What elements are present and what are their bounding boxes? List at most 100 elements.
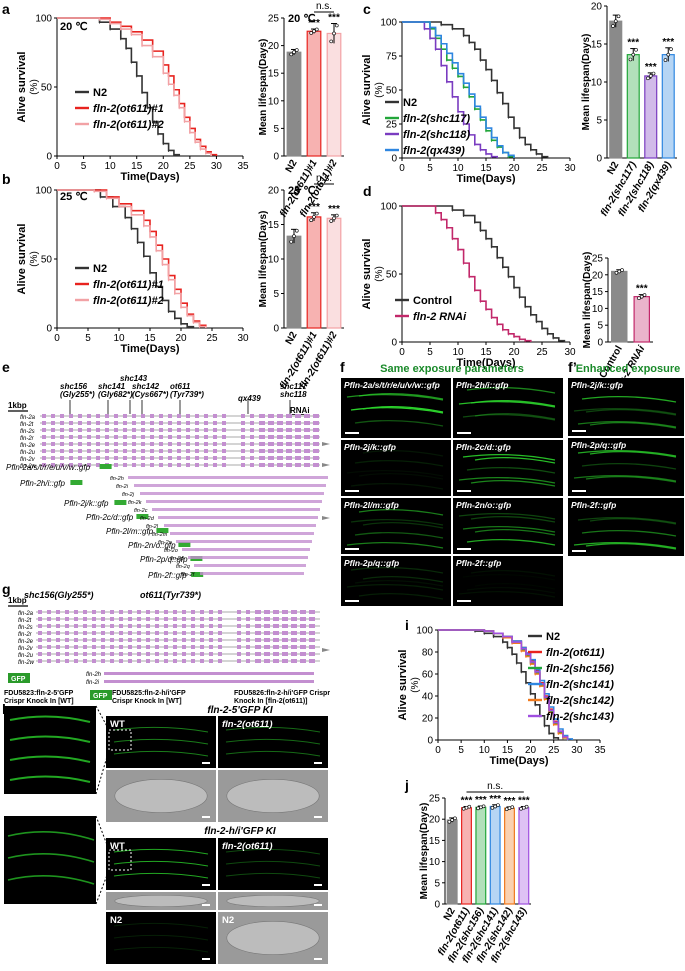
exon [132, 428, 136, 432]
data-point [329, 39, 334, 44]
scale-bar [345, 548, 359, 550]
exon [146, 659, 150, 663]
exon [119, 617, 123, 621]
gfp-signal [225, 860, 321, 867]
exon [168, 449, 172, 453]
exon [241, 414, 245, 418]
y-tick-label: 20 [429, 815, 441, 826]
exon [47, 624, 51, 628]
exon [191, 617, 195, 621]
data-point [450, 818, 454, 822]
gfp-signal [9, 735, 91, 743]
y-tick-label: 0 [46, 152, 52, 163]
exon [191, 659, 195, 663]
exon [300, 645, 306, 649]
gfp-signal [458, 476, 556, 484]
exon [186, 428, 190, 432]
exon [186, 435, 190, 439]
exon [259, 449, 265, 453]
x-tick-label: 5 [85, 333, 91, 344]
micrograph [341, 440, 451, 496]
exon [105, 421, 109, 425]
x-tick-label: 25 [206, 333, 218, 344]
exon [101, 638, 105, 642]
exon [250, 428, 254, 432]
exon [173, 610, 177, 614]
x-axis-title: Time(Days) [456, 357, 515, 369]
isoform-label: fln-2w [20, 464, 37, 470]
exon [295, 421, 301, 425]
exon [186, 449, 190, 453]
exon [150, 435, 154, 439]
exon [295, 463, 301, 467]
y-tick-label: 0 [391, 154, 397, 165]
exon [268, 428, 274, 432]
exon [51, 435, 55, 439]
gfp-signal [474, 412, 556, 420]
series-line-2 [402, 21, 498, 158]
exon [250, 435, 254, 439]
exon [200, 645, 204, 649]
exon [128, 652, 132, 656]
exon [155, 659, 159, 663]
gfp-signal [466, 538, 556, 546]
short-isoform-label: fln-2h [110, 476, 124, 482]
exon [286, 414, 292, 418]
exon [168, 428, 172, 432]
exon [313, 463, 319, 467]
exon [83, 659, 87, 663]
exon [250, 463, 254, 467]
exon [137, 624, 141, 628]
gfp-box [191, 572, 204, 577]
exon [222, 442, 226, 446]
scale-label: 1kbp [8, 596, 27, 605]
legend-label: fln-2(shc141) [546, 679, 614, 691]
chart-d_surv: 0 50 100 0 5 10 15 20 25 30 Time(Days) Alive surviv… [361, 202, 576, 370]
exon [313, 428, 319, 432]
y-axis-title: Mean lifespan(Days) [258, 211, 269, 308]
gfp-signal [358, 392, 444, 400]
exon [309, 631, 315, 635]
exon [78, 435, 82, 439]
exon [222, 421, 226, 425]
gfp-signal [358, 592, 444, 600]
promoter-label: Pfln-2j/k::gfp [64, 499, 109, 508]
scale-bar [314, 816, 322, 818]
gfp-signal [462, 413, 556, 421]
data-point [329, 219, 334, 223]
exon [47, 638, 51, 642]
gfp-signal [346, 393, 444, 401]
knockin-note: FDU5826:fln-2-h/i'GFP Crispr Knock In [fl… [234, 690, 330, 705]
data-point [617, 269, 622, 274]
legend-label: Control [413, 295, 452, 307]
exon [132, 435, 136, 439]
legend-label: fln-2(ot611)#2 [93, 119, 164, 131]
data-point [642, 293, 647, 297]
exon [237, 638, 241, 642]
exon [209, 617, 213, 621]
exon [259, 442, 265, 446]
x-tick-label: 25 [536, 347, 548, 358]
short-isoform-label: fln-2f [182, 572, 195, 578]
scale-bar [457, 432, 471, 434]
exon [74, 638, 78, 642]
exon [213, 442, 217, 446]
exon [38, 638, 42, 642]
micrograph-label: fln-2(ot611) [222, 719, 273, 730]
micrograph [453, 498, 563, 554]
exon [60, 442, 64, 446]
micrograph-label: WT [110, 719, 125, 730]
exon [259, 428, 265, 432]
exon [69, 456, 73, 460]
exon [295, 414, 301, 418]
panel-title: fln-2-5'GFP KI [207, 705, 273, 716]
x-tick-label: 10 [113, 333, 125, 344]
y-tick-label: 5 [273, 124, 279, 135]
scale-bar [202, 884, 210, 886]
y-tick-label: 20 [592, 270, 604, 281]
promoter-label: Pfln-2h/i::gfp [20, 479, 65, 488]
mutation-label: shc141 (Gly682*) [98, 382, 133, 399]
x-tick-label: 20 [525, 745, 537, 756]
gfp-signal [466, 466, 556, 474]
exon [286, 428, 292, 432]
